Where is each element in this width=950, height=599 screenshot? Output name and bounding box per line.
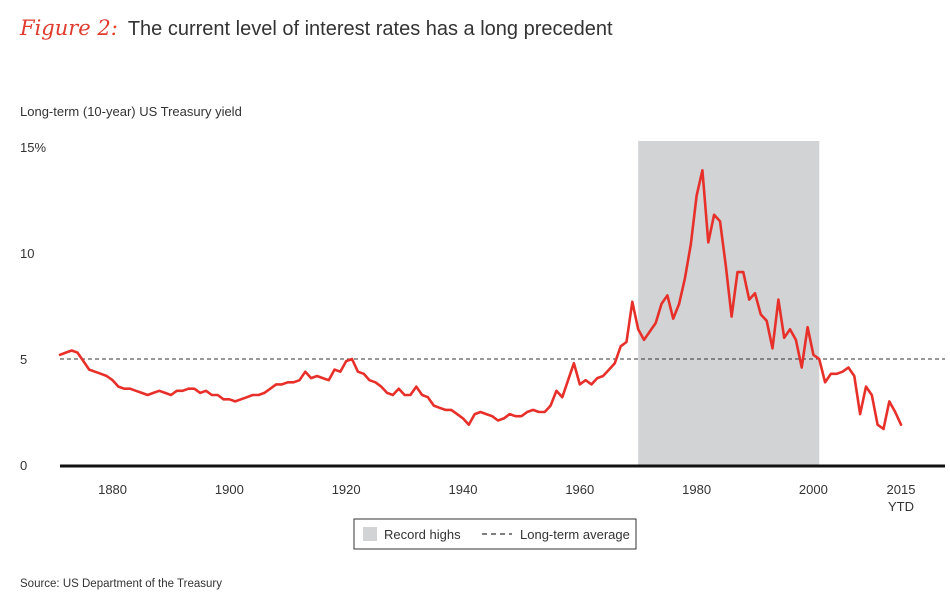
y-axis-label: Long-term (10-year) US Treasury yield xyxy=(20,104,242,119)
x-tick-label: 1960 xyxy=(565,482,594,497)
source-note: Source: US Department of the Treasury xyxy=(20,578,222,590)
x-tick-label: 1940 xyxy=(449,482,478,497)
y-tick-label: 5 xyxy=(20,352,27,367)
y-tick-label: 10 xyxy=(20,246,34,261)
x-tick-label: 1880 xyxy=(98,482,127,497)
legend-label-record-highs: Record highs xyxy=(384,527,461,542)
chart-title: Figure 2: The current level of interest r… xyxy=(20,16,613,41)
x-tick-label: 2000 xyxy=(799,482,828,497)
y-tick-label: 0 xyxy=(20,458,27,473)
x-tick-sublabel: YTD xyxy=(888,499,914,514)
legend-label-average: Long-term average xyxy=(520,527,630,542)
figure-title: The current level of interest rates has … xyxy=(127,18,613,40)
x-tick-label: 1980 xyxy=(682,482,711,497)
x-tick-label: 1920 xyxy=(332,482,361,497)
x-tick-label: 2015 xyxy=(887,482,916,497)
y-tick-label: 15% xyxy=(20,140,46,155)
legend-swatch-record-highs xyxy=(363,527,377,541)
record-highs-region xyxy=(638,141,820,465)
yield-series-line xyxy=(58,169,903,431)
x-tick-label: 1900 xyxy=(215,482,244,497)
figure-label: Figure 2: xyxy=(20,16,118,40)
